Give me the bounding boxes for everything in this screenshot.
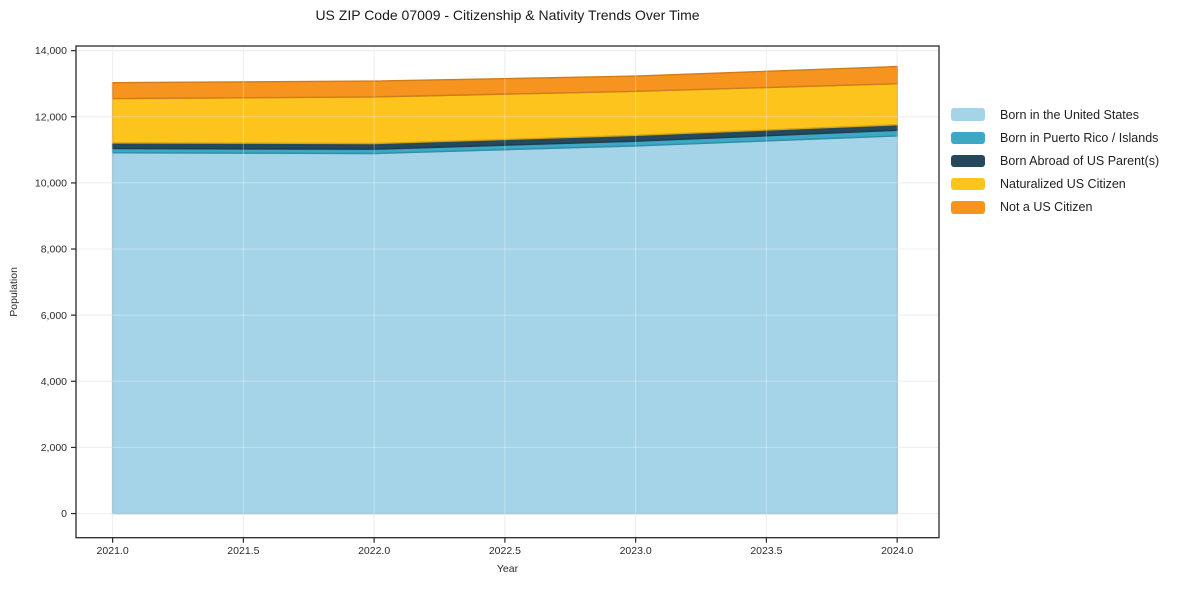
- chart-title: US ZIP Code 07009 - Citizenship & Nativi…: [315, 7, 700, 23]
- legend-swatch-icon: [951, 201, 985, 214]
- x-tick-label: 2022.0: [358, 545, 390, 557]
- x-tick-label: 2021.5: [227, 545, 259, 557]
- y-tick-label: 12,000: [35, 111, 67, 123]
- legend-swatch-icon: [951, 131, 985, 145]
- y-axis: 0 2,000 4,000 6,000 8,000 10,000 12,000 14,000: [35, 45, 76, 520]
- legend-item-naturalized-us-citizen: Naturalized US Citizen: [951, 173, 1159, 196]
- stacked-areas: [111, 65, 898, 515]
- legend-swatch-icon: [951, 108, 985, 121]
- plot-border: [75, 45, 940, 539]
- y-tick-label: 4,000: [41, 376, 67, 388]
- area-not-a-us-citizen: [111, 65, 898, 100]
- y-tick-label: 6,000: [41, 310, 67, 322]
- y-tick-label: 8,000: [41, 244, 67, 256]
- x-tick-label: 2022.5: [489, 545, 521, 557]
- x-tick-label: 2021.0: [97, 545, 129, 557]
- legend-item-not-a-us-citizen: Not a US Citizen: [951, 196, 1159, 219]
- legend-label: Born in the United States: [1000, 107, 1139, 122]
- legend-item-born-in-puerto-rico-islands: Born in Puerto Rico / Islands: [951, 126, 1159, 149]
- y-tick-label: 10,000: [35, 177, 67, 189]
- x-axis: 2021.0 2021.5 2022.0 2022.5 2023.0 2023.5 2024…: [97, 537, 913, 557]
- x-tick-label: 2023.5: [750, 545, 782, 557]
- y-tick-label: 0: [61, 508, 67, 520]
- x-tick-label: 2024.0: [881, 545, 913, 557]
- legend-item-born-in-the-united-states: Born in the United States: [951, 103, 1159, 126]
- legend-label: Born in Puerto Rico / Islands: [1000, 130, 1159, 145]
- legend-swatch-icon: [951, 154, 985, 168]
- legend-label: Born Abroad of US Parent(s): [1000, 153, 1160, 168]
- legend-item-born-abroad-of-us-parent-s: Born Abroad of US Parent(s): [951, 149, 1159, 172]
- gridlines-overlay: [76, 46, 939, 538]
- legend: Born in the United States Born in Puerto …: [951, 103, 1159, 219]
- legend-swatch-icon: [951, 177, 985, 191]
- legend-label: Not a US Citizen: [1000, 200, 1093, 215]
- y-axis-label: Population: [8, 267, 20, 317]
- y-tick-label: 14,000: [35, 45, 67, 57]
- y-tick-label: 2,000: [41, 442, 67, 454]
- x-axis-label: Year: [497, 563, 519, 575]
- x-tick-label: 2023.0: [620, 545, 652, 557]
- legend-label: Naturalized US Citizen: [1000, 177, 1126, 192]
